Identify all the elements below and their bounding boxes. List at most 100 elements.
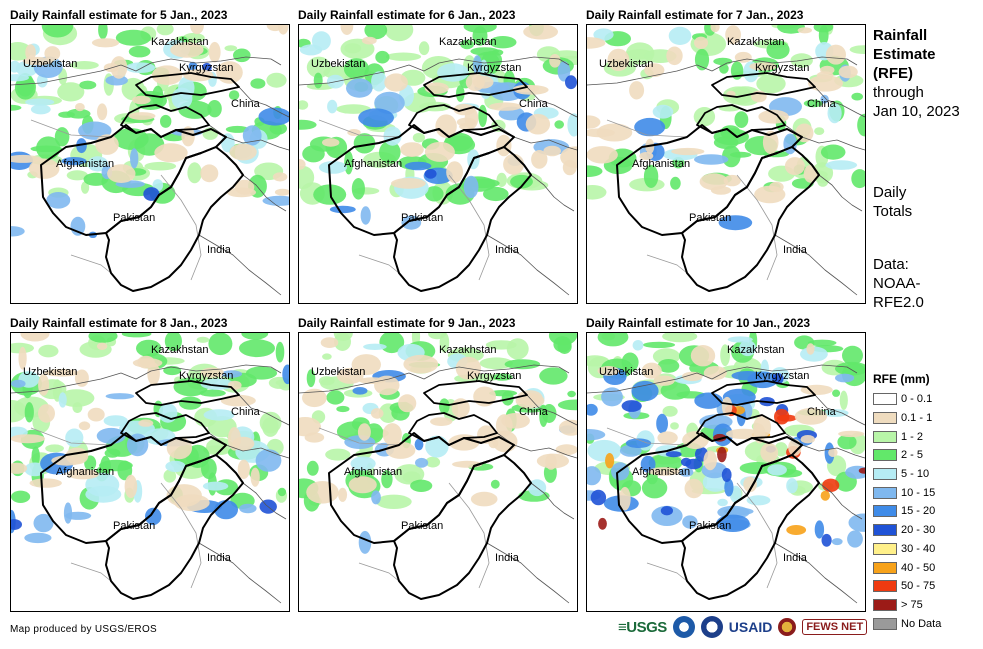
rainfall-cell bbox=[350, 456, 376, 471]
country-label-kazakhstan: Kazakhstan bbox=[727, 36, 784, 48]
rainfall-cell bbox=[306, 460, 319, 476]
rainfall-cell bbox=[25, 98, 55, 106]
rainfall-cell bbox=[425, 456, 441, 468]
province-border bbox=[736, 174, 778, 281]
rainfall-cell bbox=[98, 25, 108, 40]
rainfall-cell bbox=[631, 380, 659, 402]
legend-swatch bbox=[873, 412, 897, 425]
country-border bbox=[486, 482, 575, 604]
rainfall-cell bbox=[814, 127, 825, 135]
rainfall-cell bbox=[11, 490, 31, 503]
legend-label: 2 - 5 bbox=[901, 449, 924, 462]
country-label-afghanistan: Afghanistan bbox=[344, 158, 402, 170]
province-border bbox=[448, 174, 490, 281]
rainfall-cell bbox=[605, 453, 615, 469]
rainfall-cell bbox=[105, 393, 135, 400]
rainfall-cell bbox=[58, 389, 95, 407]
rainfall-cell bbox=[327, 99, 338, 114]
legend-swatch bbox=[873, 617, 897, 630]
legend-label: > 75 bbox=[901, 598, 923, 611]
legend-swatch bbox=[873, 524, 897, 537]
legend-item: 40 - 50 bbox=[873, 558, 941, 577]
rainfall-cell bbox=[842, 345, 863, 366]
country-label-kazakhstan: Kazakhstan bbox=[439, 344, 496, 356]
rainfall-cell bbox=[648, 454, 683, 472]
daily-totals-line1: Daily bbox=[873, 184, 907, 201]
rainfall-cell bbox=[642, 341, 676, 349]
legend-label: 40 - 50 bbox=[901, 561, 936, 574]
country-label-uzbekistan: Uzbekistan bbox=[23, 366, 77, 378]
rainfall-cell bbox=[470, 491, 498, 507]
pakistan-border bbox=[681, 454, 820, 600]
rainfall-cell bbox=[662, 333, 698, 343]
rainfall-cell bbox=[128, 112, 156, 120]
rainfall-cell bbox=[346, 78, 373, 98]
rainfall-cell bbox=[523, 25, 558, 40]
province-border bbox=[736, 482, 778, 589]
rainfall-cell bbox=[446, 161, 463, 184]
data-source: Data: NOAA- RFE2.0 bbox=[873, 255, 924, 312]
legend-item: 0 - 0.1 bbox=[873, 390, 941, 409]
country-label-kyrgyzstan: Kyrgyzstan bbox=[467, 370, 521, 382]
rainfall-cell bbox=[567, 390, 576, 398]
rainfall-cell bbox=[24, 402, 34, 423]
rainfall-cell bbox=[121, 333, 152, 338]
rainfall-cell bbox=[857, 113, 865, 137]
rainfall-cell bbox=[587, 439, 622, 462]
rainfall-cell bbox=[525, 113, 551, 135]
rainfall-cell bbox=[190, 25, 204, 35]
rainfall-cell bbox=[721, 396, 733, 417]
country-label-india: India bbox=[495, 552, 520, 564]
rainfall-cell bbox=[652, 104, 674, 119]
rainfall-cell bbox=[758, 109, 789, 124]
rainfall-cell bbox=[96, 342, 108, 350]
rainfall-cell bbox=[831, 538, 843, 546]
noaa-logo-icon bbox=[672, 616, 695, 638]
panel-title: Daily Rainfall estimate for 5 Jan., 2023 bbox=[10, 8, 228, 22]
rainfall-cell bbox=[656, 413, 668, 434]
rainfall-cell bbox=[719, 63, 729, 74]
rainfall-cell bbox=[306, 481, 339, 504]
legend-item: No Data bbox=[873, 614, 941, 633]
rainfall-cell bbox=[85, 485, 122, 503]
rainfall-cell bbox=[806, 343, 815, 355]
rainfall-cell bbox=[478, 104, 488, 128]
rainfall-cell bbox=[490, 479, 500, 489]
rainfall-cell bbox=[587, 466, 602, 486]
rainfall-cell bbox=[756, 74, 786, 94]
country-label-india: India bbox=[783, 244, 808, 256]
rainfall-cell bbox=[88, 333, 118, 343]
panel-title: Daily Rainfall estimate for 6 Jan., 2023 bbox=[298, 8, 516, 22]
country-label-china: China bbox=[807, 98, 837, 110]
rainfall-cell bbox=[820, 144, 846, 160]
province-border bbox=[358, 562, 400, 582]
rainfall-cell bbox=[543, 145, 561, 157]
rainfall-cell bbox=[115, 29, 151, 46]
legend-label: 30 - 40 bbox=[901, 542, 936, 555]
rainfall-cell bbox=[690, 345, 716, 367]
rainfall-cell bbox=[587, 165, 603, 177]
rainfall-cell bbox=[463, 25, 497, 33]
legend-item: 1 - 2 bbox=[873, 427, 941, 446]
rainfall-cell bbox=[28, 158, 60, 179]
country-label-kyrgyzstan: Kyrgyzstan bbox=[179, 62, 233, 74]
country-label-china: China bbox=[231, 406, 261, 418]
rainfall-cell bbox=[684, 478, 704, 499]
country-label-afghanistan: Afghanistan bbox=[344, 466, 402, 478]
rainfall-cell bbox=[660, 381, 690, 400]
data-source-line2: NOAA- bbox=[873, 275, 921, 292]
rainfall-cell bbox=[710, 186, 732, 195]
rainfall-cell bbox=[795, 123, 814, 143]
rainfall-cell bbox=[557, 61, 571, 82]
rainfall-cell bbox=[11, 104, 22, 111]
legend-item: 20 - 30 bbox=[873, 521, 941, 540]
rainfall-cell bbox=[681, 371, 703, 382]
rainfall-cell bbox=[694, 48, 710, 71]
rainfall-cell bbox=[821, 533, 832, 547]
rainfall-cell bbox=[644, 63, 665, 77]
rainfall-cell bbox=[338, 487, 348, 502]
rainfall-panel-jan10: Daily Rainfall estimate for 10 Jan., 202… bbox=[586, 316, 866, 613]
rfe-title-line3: (RFE) bbox=[873, 65, 913, 82]
rainfall-cell bbox=[282, 364, 289, 385]
rainfall-cell bbox=[179, 396, 202, 410]
